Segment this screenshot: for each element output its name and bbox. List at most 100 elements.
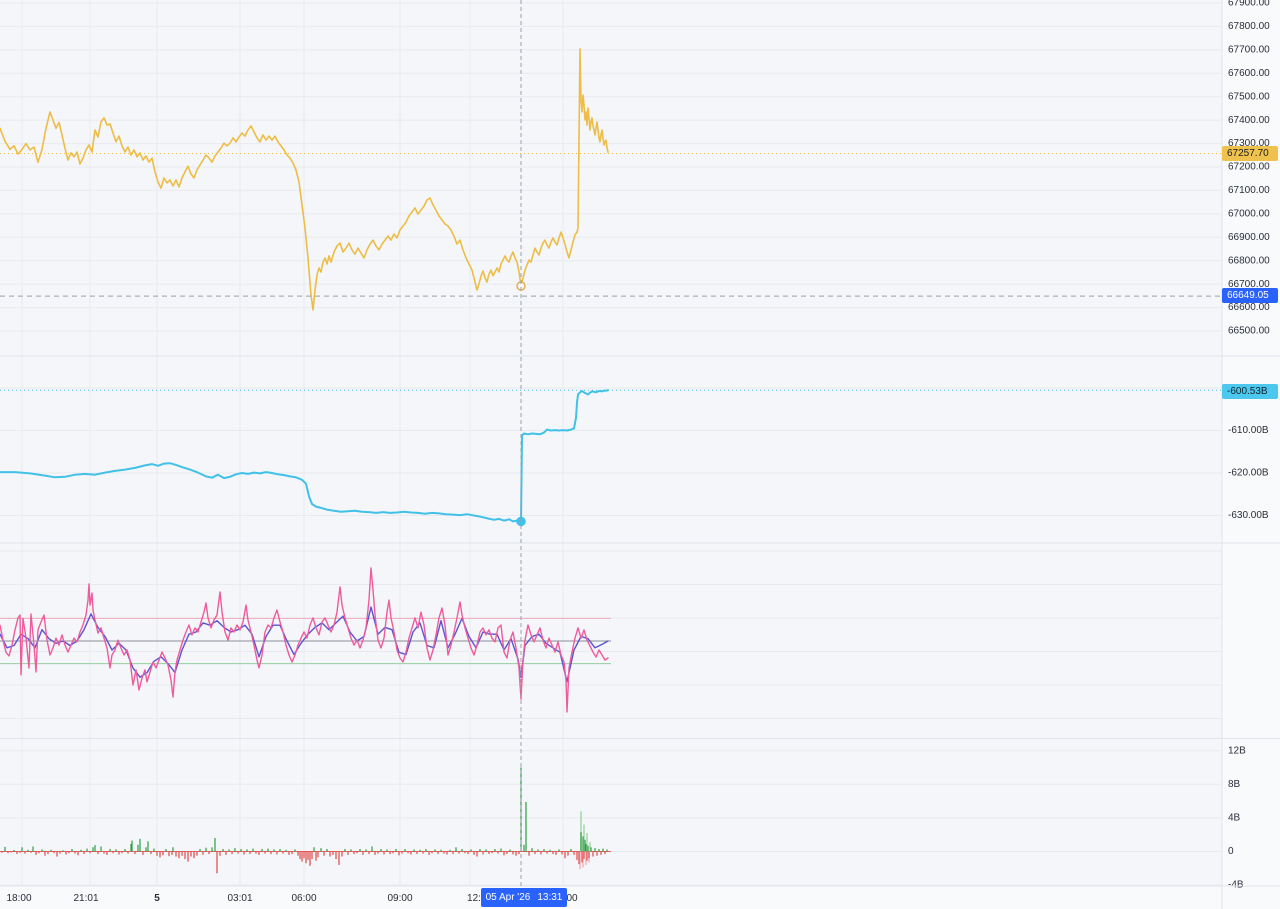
delta-bar [30, 851, 32, 853]
grid-layer [0, 0, 1222, 886]
delta-bar [50, 849, 52, 852]
crosshair-time-text: 13:31 [537, 892, 563, 903]
price-tick-label: 66600.00 [1228, 302, 1270, 313]
delta-bar-light [582, 851, 584, 868]
delta-bar [199, 848, 201, 852]
delta-bar [118, 851, 120, 855]
delta-bar [425, 848, 427, 852]
time-tick-label: 5 [154, 893, 160, 904]
delta-bar [303, 851, 305, 859]
delta-bar [398, 851, 400, 856]
delta-bar [181, 851, 183, 856]
delta-bar [353, 851, 355, 855]
delta-bar [416, 851, 418, 855]
delta-bar [222, 848, 224, 852]
time-axis[interactable] [0, 886, 1280, 909]
delta-bar [299, 851, 301, 860]
time-tick-label: 12: [467, 893, 481, 904]
delta-bar [59, 851, 61, 854]
delta-bar [270, 851, 272, 855]
delta-bar [359, 848, 361, 852]
price-tick-label: 67800.00 [1228, 21, 1270, 32]
delta-bar [41, 849, 43, 852]
delta-bar [309, 851, 311, 866]
delta-bar [582, 836, 584, 852]
delta-bar [80, 849, 82, 852]
delta-bar [584, 839, 586, 852]
delta-bar [428, 851, 430, 855]
delta-bar [137, 844, 139, 852]
delta-bar-light [585, 851, 587, 865]
delta-bar [202, 851, 204, 855]
delta-bar [479, 848, 481, 852]
delta-bar [320, 848, 322, 852]
delta-bar [431, 851, 433, 854]
crosshair-price-label: 66649.05 [1222, 288, 1278, 303]
price-tick-label: 67700.00 [1228, 44, 1270, 55]
price-line[interactable] [0, 48, 609, 311]
delta-bar [401, 851, 403, 854]
price-tick-label: 66700.00 [1228, 279, 1270, 290]
oscillator-line[interactable] [0, 567, 609, 713]
delta-bar [518, 851, 520, 855]
delta-bar [362, 851, 364, 855]
delta-bar [567, 851, 569, 856]
delta-bar [205, 847, 207, 852]
delta-bar [446, 851, 448, 855]
delta-bar [297, 851, 299, 856]
delta-bar-light [580, 811, 582, 852]
delta-bar [276, 851, 278, 855]
delta-bar [65, 851, 67, 855]
cvd-tick-label: -630.00B [1228, 510, 1269, 521]
delta-bar [341, 851, 343, 857]
delta-bar [1, 851, 3, 853]
delta-bar [570, 848, 572, 852]
price-tick-label: 67300.00 [1228, 138, 1270, 149]
delta-bar [449, 849, 451, 852]
delta-bar [365, 849, 367, 852]
delta-bar [156, 851, 158, 856]
cvd-line[interactable] [0, 389, 609, 523]
delta-bar [89, 851, 91, 854]
delta-bar [211, 847, 213, 852]
delta-bar [371, 846, 373, 852]
delta-bar [546, 851, 548, 854]
delta-bar [21, 847, 23, 852]
delta-bar-light [579, 851, 581, 870]
price-axis[interactable] [1222, 0, 1280, 909]
delta-bar [127, 851, 129, 854]
delta-bar [458, 851, 460, 854]
delta-bar [587, 845, 589, 852]
delta-bar-light [589, 842, 591, 852]
delta-bar [335, 851, 337, 860]
delta-bar [596, 851, 598, 856]
delta-bar [175, 851, 177, 857]
delta-bar [564, 851, 566, 859]
delta-bar [103, 851, 105, 854]
delta-bar [83, 851, 85, 855]
price-tick-label: 66500.00 [1228, 326, 1270, 337]
delta-bar [139, 838, 141, 852]
delta-bar [178, 851, 180, 859]
delta-bar [27, 849, 29, 852]
delta-bar [383, 851, 385, 855]
delta-bar [124, 848, 126, 852]
delta-bar [590, 847, 592, 852]
delta-bar [443, 851, 445, 854]
delta-bar [121, 851, 123, 854]
delta-volume-tick-label: 4B [1228, 813, 1241, 824]
delta-bar [561, 851, 563, 855]
delta-bar [285, 849, 287, 852]
delta-bar [106, 851, 108, 855]
delta-bar [4, 846, 6, 852]
delta-bar [347, 851, 349, 855]
delta-bar [555, 851, 557, 855]
delta-bar [243, 851, 245, 855]
delta-bar [187, 851, 189, 862]
delta-bar [13, 849, 15, 852]
delta-bar [249, 851, 251, 855]
